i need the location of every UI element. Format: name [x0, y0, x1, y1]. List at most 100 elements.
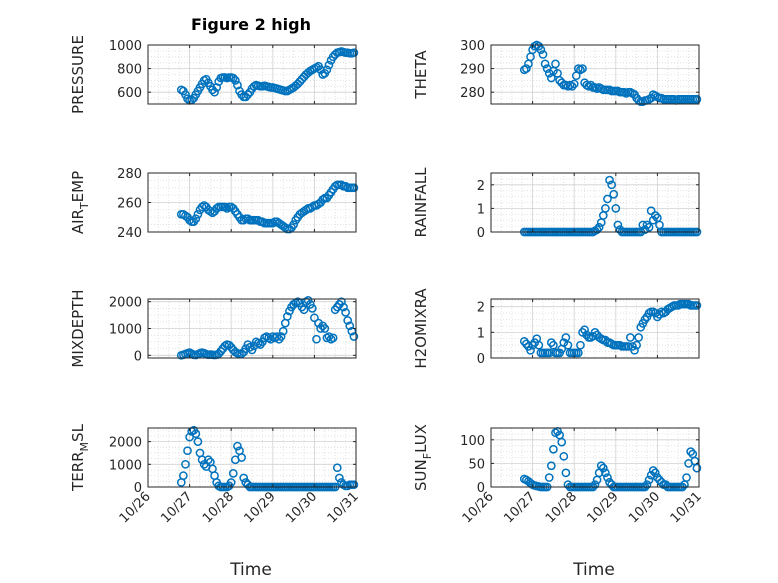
data-point — [526, 345, 535, 355]
data-point — [193, 209, 203, 219]
y-tick-label: 290 — [460, 63, 485, 78]
y-tick-label: 0 — [134, 349, 142, 364]
data-point — [549, 340, 558, 350]
data-point — [682, 473, 691, 482]
y-tick-label: 1 — [477, 202, 485, 217]
y-axis-label: RAINFALL — [412, 167, 430, 238]
y-tick-label: 300 — [460, 39, 485, 54]
data-point — [268, 218, 278, 228]
figure-title: Figure 2 high — [191, 15, 311, 34]
data-point — [228, 469, 238, 478]
data-point — [183, 446, 192, 456]
data-point — [692, 463, 702, 473]
x-tick-label: 10/31 — [325, 489, 362, 526]
data-point — [613, 220, 623, 230]
y-axis-label: PRESSURE — [69, 35, 87, 114]
data-point — [609, 189, 619, 199]
y-axis-label-subscript: M — [78, 442, 91, 452]
data-point — [634, 333, 644, 342]
data-point — [197, 455, 207, 465]
data-point — [335, 473, 344, 483]
y-axis-label-part: SL — [69, 423, 87, 442]
y-tick-label: 0 — [134, 481, 142, 496]
subplot-6: 0 1 2 H2OMIXRA — [412, 288, 702, 369]
data-point — [561, 333, 571, 342]
data-point — [611, 204, 621, 213]
y-tick-label: 2 — [477, 179, 485, 194]
xlabel-right: Time — [572, 560, 615, 580]
data-point — [183, 94, 192, 104]
data-point — [239, 215, 249, 225]
y-tick-label: 0 — [477, 352, 485, 367]
data-point — [233, 441, 242, 451]
data-point — [549, 444, 558, 454]
data-point — [623, 342, 633, 351]
data-point — [228, 73, 238, 83]
data-point — [237, 453, 246, 462]
y-tick-label: 100 — [460, 434, 485, 449]
data-point — [210, 87, 219, 97]
y-tick-label: 280 — [117, 167, 142, 182]
axes-background — [491, 173, 699, 232]
data-point — [349, 332, 359, 341]
subplot-2: 280 290 300 THETA — [412, 39, 702, 106]
data-point — [181, 90, 190, 99]
y-axis-label-part: SUN — [412, 459, 430, 491]
axes-box — [490, 427, 700, 488]
data-point — [193, 437, 203, 446]
data-point — [214, 349, 224, 359]
data-point — [592, 225, 602, 234]
x-tick-label: 10/27 — [158, 489, 195, 526]
data-point — [544, 473, 554, 482]
data-point — [578, 64, 587, 73]
data-point — [237, 349, 246, 359]
y-tick-label: 0 — [477, 226, 485, 241]
y-axis-label-subscript: F — [421, 453, 434, 459]
axes-background — [491, 428, 699, 487]
y-tick-label: 0 — [477, 481, 485, 496]
data-point — [540, 59, 550, 69]
data-point — [632, 340, 641, 350]
data-point — [349, 183, 359, 193]
data-point — [312, 334, 321, 344]
data-point — [181, 459, 190, 469]
y-tick-label: 240 — [117, 226, 142, 241]
data-point — [337, 297, 346, 307]
data-point — [339, 302, 348, 312]
y-axis-label: TERRMSL — [69, 423, 91, 492]
data-point — [332, 463, 342, 473]
data-point — [343, 316, 353, 325]
data-point — [590, 480, 600, 489]
subplot-4: 0 1 2 RAINFALL — [412, 167, 702, 241]
data-point — [324, 60, 334, 70]
y-tick-label: 50 — [468, 457, 485, 472]
data-point — [179, 471, 188, 481]
data-point — [544, 348, 554, 358]
data-point — [559, 451, 569, 461]
data-point — [594, 222, 604, 232]
subplot-1: 600 800 1000 PRESSURE — [69, 35, 359, 114]
subplot-5: 0 1000 2000 MIXDEPTH — [69, 289, 359, 368]
x-tick-label: 10/28 — [543, 489, 580, 526]
data-point — [692, 94, 702, 104]
data-point — [642, 220, 652, 230]
data-point — [630, 345, 639, 355]
data-point — [345, 321, 355, 331]
axes-box — [147, 427, 357, 488]
data-point — [576, 340, 585, 350]
data-point — [644, 222, 654, 232]
data-point — [276, 332, 286, 341]
data-point — [546, 461, 556, 471]
y-tick-label: 800 — [117, 63, 142, 78]
data-point — [191, 214, 201, 224]
data-point — [648, 466, 658, 475]
data-point — [328, 333, 338, 343]
x-tick-label: 10/30 — [626, 489, 663, 526]
data-point — [603, 194, 612, 204]
data-point — [563, 340, 573, 350]
x-tick-label: 10/28 — [200, 489, 237, 526]
data-point — [322, 65, 332, 75]
